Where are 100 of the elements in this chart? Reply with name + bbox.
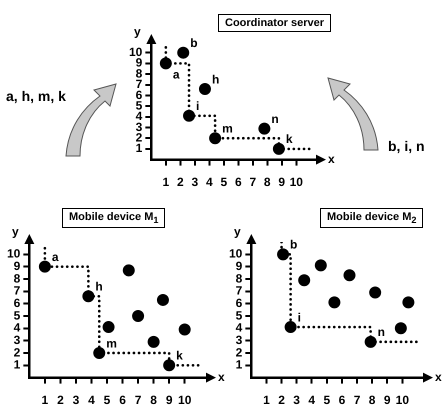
- point: [328, 296, 340, 308]
- y-tick-label: 3: [14, 332, 21, 347]
- point: [344, 269, 356, 282]
- point: [402, 296, 414, 308]
- annotation: b: [190, 36, 198, 50]
- point: [178, 324, 191, 336]
- point: [177, 46, 190, 59]
- y-tick-label: 1: [236, 358, 243, 372]
- y-tick-label: 5: [236, 308, 243, 322]
- chart-title: Mobile device M$_{2}$: [320, 208, 424, 228]
- y-tick-label: 7: [236, 284, 243, 298]
- x-tick-label: 10: [178, 393, 192, 408]
- point: [102, 321, 115, 334]
- point: [258, 122, 270, 135]
- y-tick-label: 9: [14, 258, 21, 273]
- annotation: k: [176, 348, 184, 363]
- x-tick-label: 1: [162, 175, 170, 190]
- y-tick-label: 5: [14, 308, 21, 322]
- point: [277, 248, 290, 260]
- x-tick-label: 2: [278, 393, 286, 408]
- x-axis-title: x: [328, 152, 335, 166]
- point: [163, 359, 176, 372]
- y-tick-label: 2: [14, 345, 21, 360]
- y-axis-title: y: [12, 224, 20, 238]
- x-tick-label: 7: [249, 175, 256, 190]
- y-tick-label: 3: [236, 332, 243, 347]
- point: [156, 294, 169, 306]
- x-tick-label: 4: [88, 393, 96, 408]
- annotation: n: [271, 112, 279, 126]
- x-tick-label: 9: [166, 393, 173, 408]
- point: [93, 346, 106, 359]
- point: [82, 290, 94, 302]
- x-tick-label: 4: [206, 175, 213, 190]
- annotation: n: [378, 325, 385, 340]
- x-tick-label: 6: [119, 393, 126, 408]
- annotation: h: [95, 280, 103, 294]
- point: [369, 286, 382, 299]
- x-tick-label: 5: [104, 393, 111, 408]
- y-tick-label: 6: [236, 296, 243, 310]
- x-tick-label: 10: [290, 175, 304, 190]
- y-tick-label: 4: [14, 320, 21, 335]
- annotation: m: [106, 336, 117, 350]
- point: [209, 132, 222, 144]
- x-tick-label: 3: [191, 175, 198, 190]
- x-axis-title: x: [218, 370, 225, 384]
- x-tick-label: 5: [324, 393, 331, 408]
- x-tick-label: 3: [293, 393, 300, 408]
- y-tick-label: 10: [228, 246, 243, 261]
- x-tick-label: 4: [308, 393, 316, 408]
- chart-title: Mobile device M$_{1}$: [62, 208, 166, 228]
- annotation: i: [196, 99, 200, 114]
- y-tick-label: 4: [236, 320, 243, 335]
- x-axis-title: x: [435, 370, 442, 384]
- point: [394, 322, 407, 334]
- y-tick-label: 10: [6, 246, 21, 261]
- point: [160, 57, 172, 70]
- x-tick-label: 8: [264, 175, 271, 190]
- x-tick-label: 8: [150, 393, 158, 408]
- point: [132, 310, 144, 322]
- x-tick-label: 2: [57, 393, 64, 408]
- annotation: a: [172, 68, 180, 82]
- y-tick-label: 2: [236, 345, 243, 360]
- x-tick-label: 1: [42, 393, 49, 408]
- x-tick-label: 9: [278, 175, 286, 190]
- y-tick-label: 6: [14, 296, 21, 310]
- y-tick-label: 8: [236, 271, 243, 286]
- x-tick-label: 10: [396, 393, 410, 408]
- text: b, i, n: [388, 138, 425, 154]
- point: [284, 321, 297, 334]
- x-tick-label: 3: [72, 393, 80, 408]
- annotation: i: [298, 310, 301, 324]
- annotation: m: [222, 122, 233, 136]
- y-tick-label: 7: [14, 284, 21, 298]
- annotation: h: [212, 72, 220, 86]
- point: [364, 336, 377, 348]
- point: [183, 110, 196, 122]
- x-tick-label: 5: [220, 175, 228, 190]
- x-tick-label: 7: [354, 393, 361, 408]
- point: [198, 83, 211, 96]
- y-axis-title: y: [134, 24, 142, 38]
- x-tick-label: 6: [338, 393, 346, 408]
- chart-title: Coordinator server: [218, 14, 332, 32]
- point: [148, 336, 160, 348]
- point: [122, 264, 135, 276]
- y-tick-label: 1: [14, 358, 21, 372]
- annotation: k: [286, 132, 293, 146]
- x-tick-label: 2: [176, 175, 184, 190]
- y-axis-title: y: [234, 224, 242, 238]
- y-tick-label: 8: [14, 271, 21, 286]
- x-tick-label: 8: [368, 393, 376, 408]
- point: [314, 259, 327, 272]
- text: a, h, m, k: [6, 88, 66, 104]
- point: [272, 142, 285, 155]
- x-tick-label: 9: [384, 393, 391, 408]
- y-tick-label: 9: [236, 258, 243, 273]
- point: [298, 274, 310, 286]
- annotation: a: [52, 250, 59, 264]
- x-tick-label: 1: [263, 393, 270, 408]
- annotation: b: [290, 238, 298, 252]
- point: [38, 260, 51, 273]
